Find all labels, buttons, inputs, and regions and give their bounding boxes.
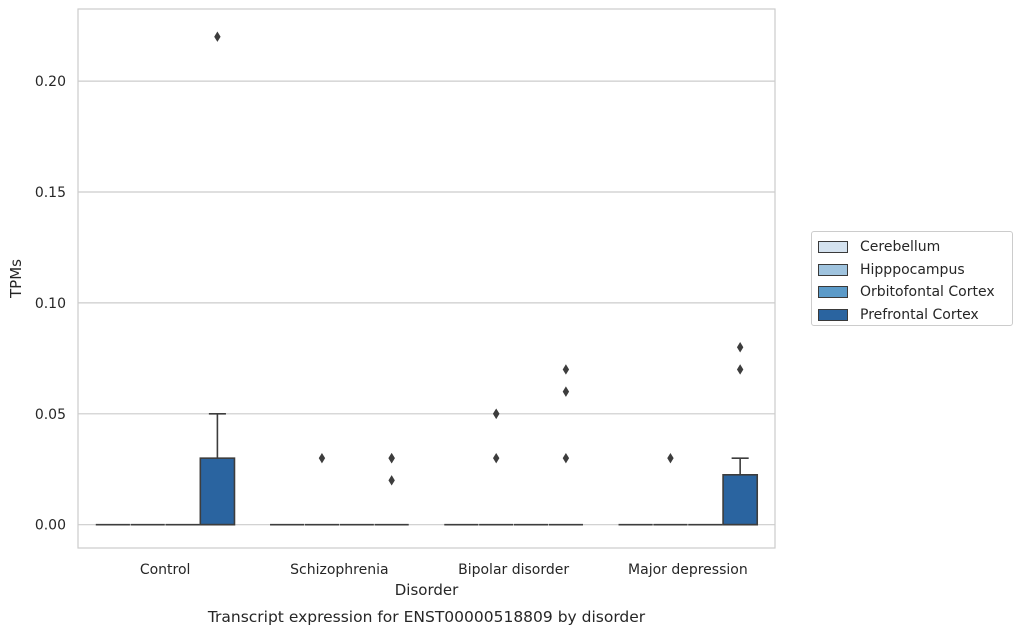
legend-swatch <box>818 308 848 321</box>
box-marks <box>95 31 759 526</box>
legend-item: Cerebellum <box>818 236 1012 259</box>
y-tick-label: 0.00 <box>35 518 66 534</box>
plot-area-frame <box>77 8 776 549</box>
legend-label: Prefrontal Cortex <box>860 306 979 323</box>
outlier-point <box>388 452 395 464</box>
tick-labels: 0.00 0.05 0.10 0.15 0.20 Control Schizophrenia… <box>35 74 748 578</box>
legend-label: Hipppocampus <box>860 261 965 278</box>
legend: Cerebellum Hipppocampus Orbitofontal Corte… <box>811 231 1013 326</box>
legend-label: Orbitofontal Cortex <box>860 284 995 301</box>
y-tick-label: 0.10 <box>35 296 66 312</box>
outlier-point <box>388 475 395 486</box>
legend-item: Hipppocampus <box>818 259 1012 282</box>
x-tick-label: Schizophrenia <box>290 562 388 578</box>
outlier-point <box>318 452 326 464</box>
y-tick-label: 0.15 <box>35 185 66 201</box>
outlier-point <box>562 452 570 464</box>
legend-label: Cerebellum <box>860 239 941 256</box>
legend-swatch <box>818 241 848 254</box>
x-tick-label: Control <box>140 562 191 578</box>
x-tick-label: Bipolar disorder <box>458 562 569 578</box>
legend-swatch <box>818 263 848 276</box>
outlier-point <box>214 31 221 42</box>
outlier-point <box>493 452 500 464</box>
y-tick-label: 0.05 <box>35 407 66 423</box>
legend-item: Prefrontal Cortex <box>818 304 1012 327</box>
x-axis-label: Disorder <box>395 581 459 599</box>
y-axis-label: TPMs <box>7 259 25 299</box>
box <box>722 474 759 526</box>
outlier-point <box>562 364 570 375</box>
x-tick-label: Major depression <box>628 562 748 578</box>
outlier-point <box>667 452 674 464</box>
box <box>199 457 236 526</box>
chart-title: Transcript expression for ENST0000051880… <box>207 608 646 626</box>
outlier-point <box>736 364 744 375</box>
legend-swatch <box>818 286 848 299</box>
outlier-point <box>493 408 500 420</box>
y-tick-label: 0.20 <box>35 74 66 90</box>
outlier-point <box>736 342 744 353</box>
outlier-point <box>562 386 570 397</box>
legend-item: Orbitofontal Cortex <box>818 281 1012 304</box>
